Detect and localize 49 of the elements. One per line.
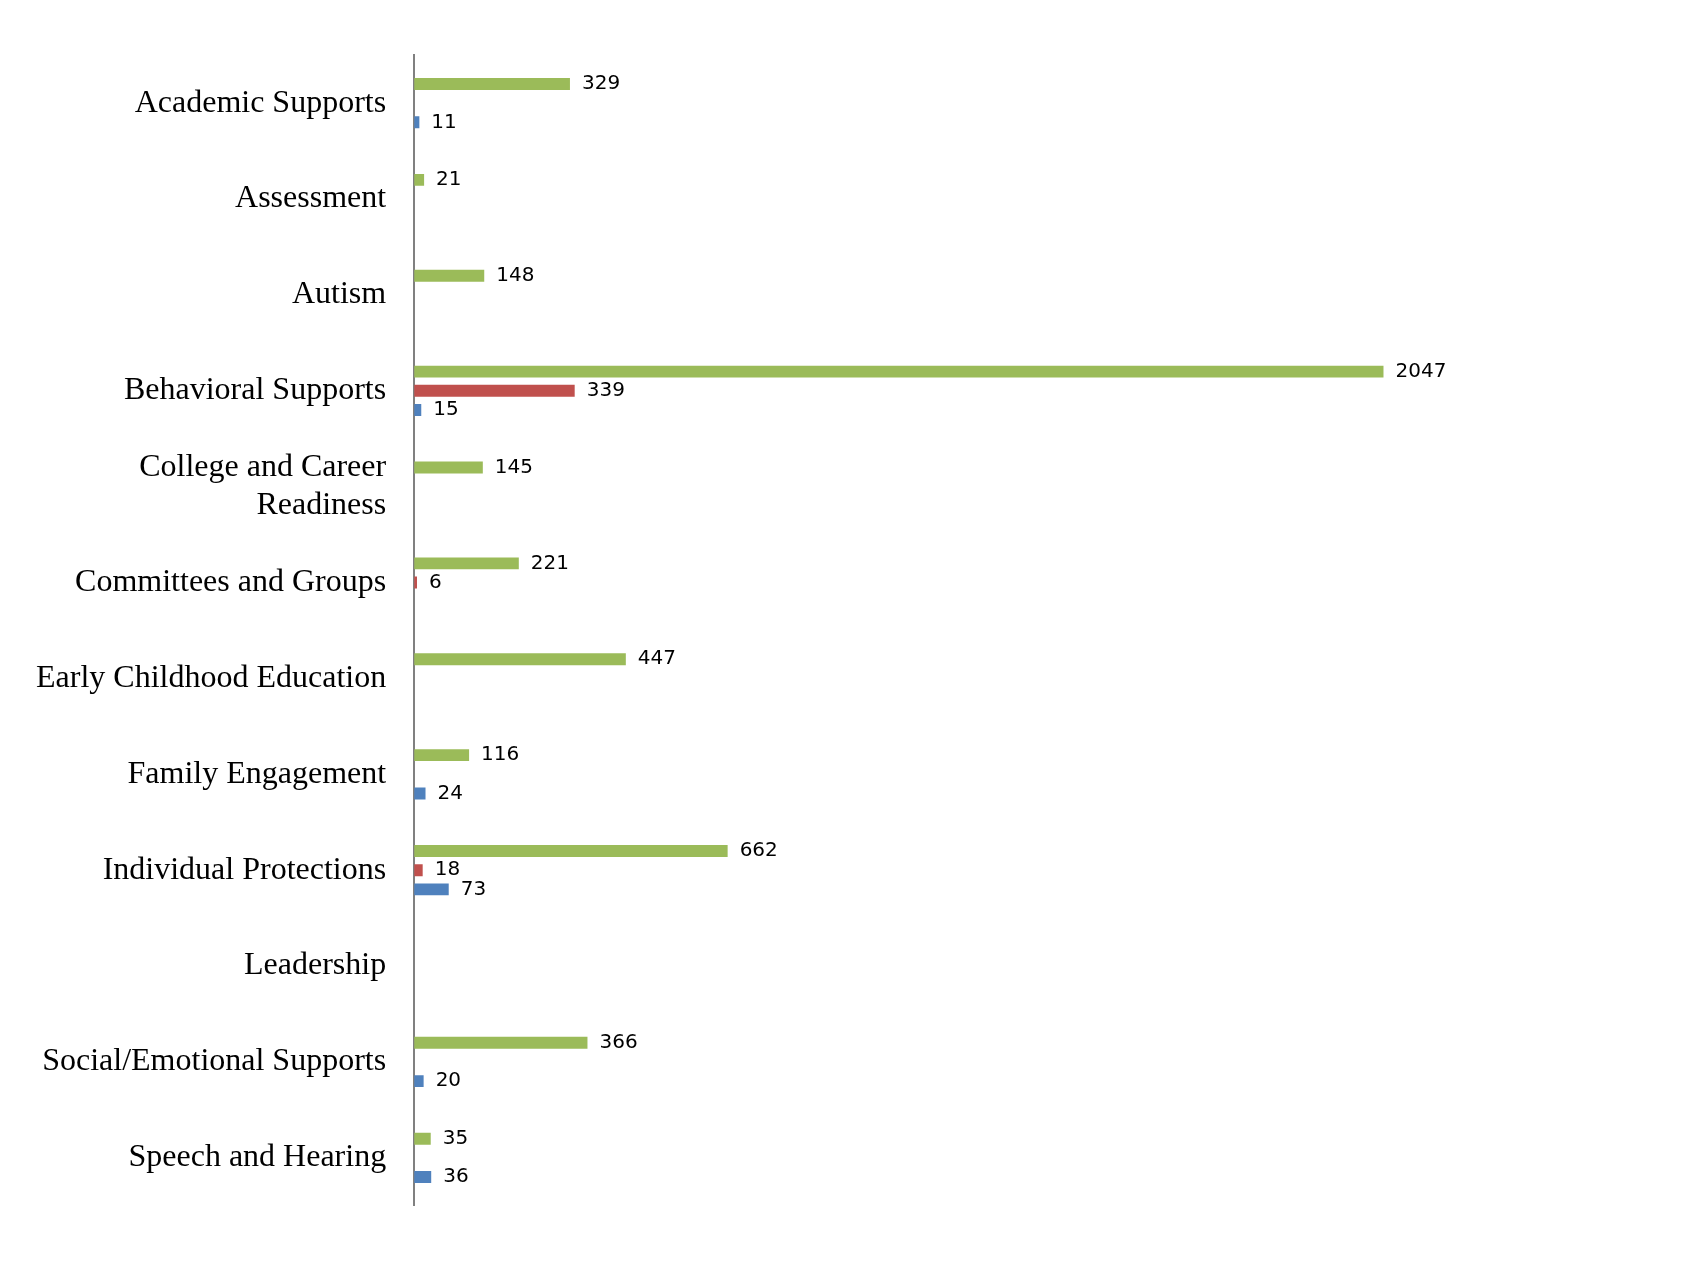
data-label: 36 <box>443 1163 469 1188</box>
data-label: 2047 <box>1395 357 1447 382</box>
bar <box>414 653 626 666</box>
y-tick-label: Academic Supports <box>134 82 387 119</box>
data-label: 329 <box>581 70 621 95</box>
bar <box>414 269 485 282</box>
bar <box>414 864 423 877</box>
bar <box>414 1075 424 1088</box>
bar <box>414 787 426 800</box>
data-label: 116 <box>481 741 520 766</box>
data-label: 447 <box>637 645 677 670</box>
y-tick-label: Committees and Groups <box>75 561 387 598</box>
data-label: 20 <box>435 1067 462 1092</box>
y-tick-label: Autism <box>291 274 387 311</box>
y-tick-label: Early Childhood Education <box>36 657 387 694</box>
y-tick-label: Speech and Hearing <box>128 1137 387 1174</box>
bar <box>414 173 425 186</box>
bar <box>414 384 575 397</box>
data-label: 73 <box>460 875 487 900</box>
data-label: 11 <box>431 108 457 133</box>
y-tick-label: Family Engagement <box>127 753 387 790</box>
bar <box>414 78 570 90</box>
y-tick-label: Individual Protections <box>102 849 387 886</box>
data-label: 24 <box>437 779 463 804</box>
data-label: 6 <box>429 568 442 593</box>
data-label: 18 <box>434 856 461 881</box>
bar <box>414 845 728 857</box>
data-label: 662 <box>739 837 778 862</box>
data-label: 15 <box>433 396 459 421</box>
bar <box>414 1036 588 1049</box>
data-label: 339 <box>586 376 625 401</box>
data-label: 221 <box>530 549 569 574</box>
data-label: 21 <box>436 166 462 191</box>
y-tick-label: Behavioral Supports <box>123 370 387 407</box>
bar <box>414 557 519 570</box>
bar <box>414 1132 431 1145</box>
bar <box>414 883 449 896</box>
y-tick-label: Leadership <box>244 945 387 982</box>
bar <box>414 1171 432 1183</box>
data-label: 35 <box>442 1124 469 1149</box>
y-tick-label: Social/Emotional Supports <box>42 1041 387 1078</box>
bar <box>414 749 470 762</box>
bar <box>414 461 483 474</box>
data-label: 145 <box>494 453 534 478</box>
data-label: 148 <box>496 261 535 286</box>
bar <box>414 365 1384 378</box>
data-label: 366 <box>599 1029 638 1053</box>
y-tick-label: Assessment <box>235 178 387 215</box>
y-tick-label: College and Career Readiness <box>139 446 387 522</box>
